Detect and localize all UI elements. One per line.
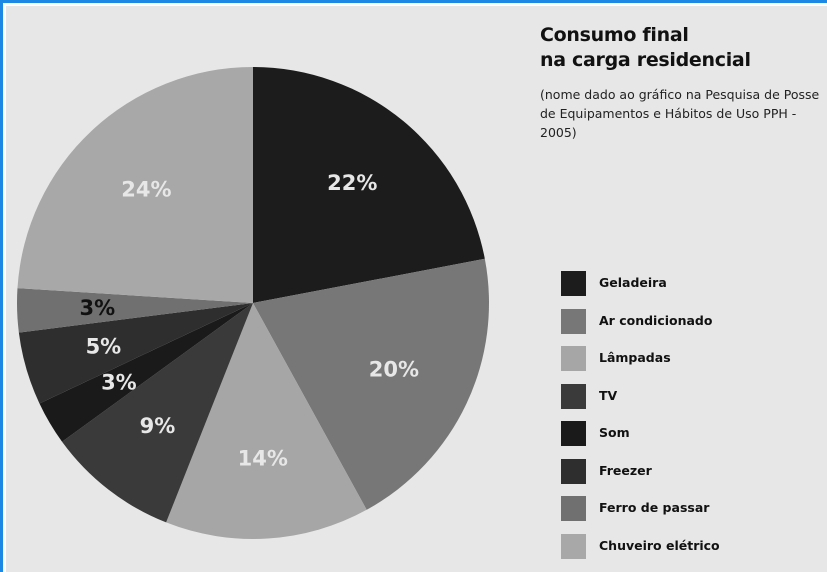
legend-item: Chuveiro elétrico xyxy=(561,533,821,572)
pie-slice-l-mpadas xyxy=(166,303,367,540)
legend-swatch xyxy=(561,346,586,371)
pie-slice-tv xyxy=(62,303,253,523)
legend-label: Som xyxy=(599,425,630,440)
legend-label: Geladeira xyxy=(599,275,667,290)
legend-item: TV xyxy=(561,383,821,422)
legend-item: Geladeira xyxy=(561,271,821,309)
legend-item: Som xyxy=(561,421,821,459)
pie-slice-freezer xyxy=(18,303,253,404)
legend-label: Chuveiro elétrico xyxy=(599,537,720,553)
pie-slices xyxy=(17,67,489,540)
slice-percent-label: 3% xyxy=(101,370,137,394)
legend-label: Ferro de passar xyxy=(599,500,710,515)
pie-slice-ferro-de-passar xyxy=(17,288,253,333)
slice-percent-label: 14% xyxy=(238,447,288,471)
chart-title-line1: Consumo final xyxy=(540,24,689,46)
legend-item: Lâmpadas xyxy=(561,346,821,384)
legend-label: Ar condicionado xyxy=(599,312,713,328)
pie-chart: 22%20%14%9%3%5%3%24% xyxy=(17,67,489,540)
slice-percent-label: 5% xyxy=(86,335,122,359)
legend-label: TV xyxy=(599,387,618,403)
chart-title: Consumo final na carga residencial xyxy=(540,23,827,73)
legend-label: Freezer xyxy=(599,462,652,478)
chart-title-line2: na carga residencial xyxy=(540,49,751,71)
legend: Geladeira Ar condicionado Lâmpadas TV Som Fre… xyxy=(561,271,821,571)
slice-percent-label: 9% xyxy=(140,414,176,438)
legend-swatch xyxy=(561,271,586,296)
legend-swatch xyxy=(561,383,586,409)
chart-subtitle: (nome dado ao gráfico na Pesquisa de Pos… xyxy=(540,87,820,140)
pie-slice-som xyxy=(39,303,254,442)
pie-slice-geladeira xyxy=(253,67,485,303)
legend-swatch xyxy=(561,308,586,334)
legend-swatch xyxy=(561,496,586,521)
legend-item: Freezer xyxy=(561,458,821,497)
pie-slice-ar-condicionado xyxy=(253,258,489,510)
legend-item: Ferro de passar xyxy=(561,496,821,534)
legend-item: Ar condicionado xyxy=(561,308,821,347)
slice-percent-label: 24% xyxy=(121,178,171,202)
legend-swatch xyxy=(561,421,586,446)
legend-label: Lâmpadas xyxy=(599,350,671,365)
slice-percent-label: 20% xyxy=(369,357,419,381)
pie-slice-chuveiro-el-trico xyxy=(17,67,253,303)
slice-percent-label: 22% xyxy=(327,171,377,195)
slice-percent-label: 3% xyxy=(79,296,115,320)
legend-swatch xyxy=(561,533,586,559)
pie-labels: 22%20%14%9%3%5%3%24% xyxy=(79,171,419,471)
legend-swatch xyxy=(561,458,586,484)
